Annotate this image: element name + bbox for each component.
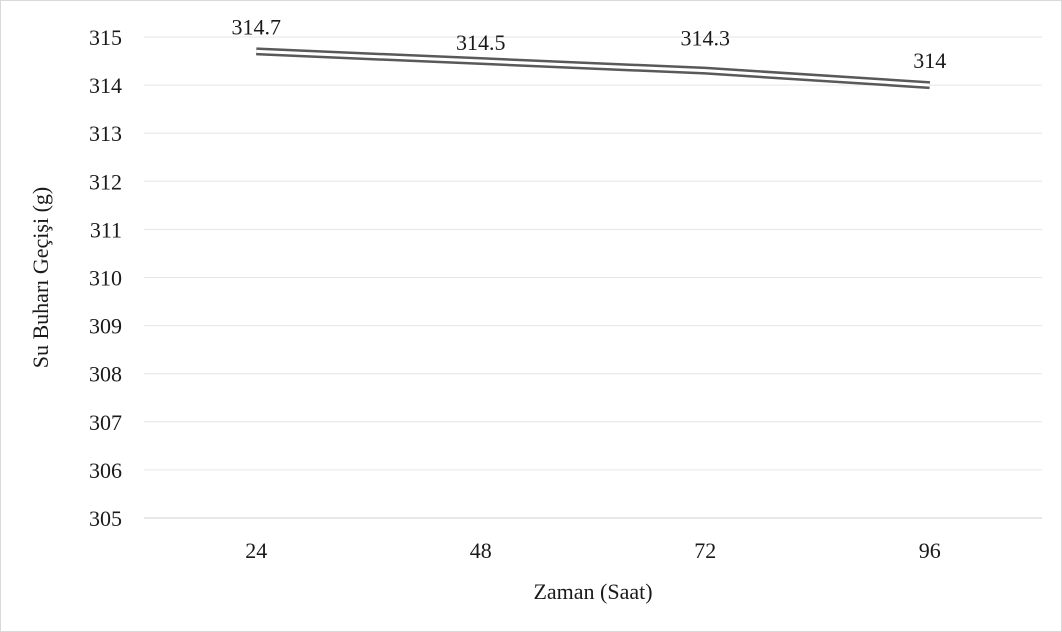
y-tick-label: 313 <box>89 121 122 146</box>
x-axis-title: Zaman (Saat) <box>533 579 652 604</box>
y-tick-label: 305 <box>89 506 122 531</box>
y-tick-label: 312 <box>89 169 122 194</box>
x-tick-label: 96 <box>919 538 941 563</box>
gridlines <box>144 36 1042 471</box>
y-tick-label: 307 <box>89 410 122 435</box>
y-tick-label: 310 <box>89 266 122 291</box>
y-axis-title: Su Buharı Geçişi (g) <box>28 187 53 368</box>
data-label: 314 <box>913 48 946 73</box>
x-tick-label: 72 <box>694 538 716 563</box>
y-tick-labels: 305 306 307 308 309 310 311 312 313 314 315 <box>89 25 122 531</box>
x-tick-label: 48 <box>470 538 492 563</box>
data-labels: 314.7 314.5 314.3 314 <box>232 14 947 73</box>
y-tick-label: 311 <box>90 217 122 242</box>
x-tick-labels: 24 48 72 96 <box>245 538 941 563</box>
x-tick-label: 24 <box>245 538 267 563</box>
series-line-inner <box>256 49 930 87</box>
data-label: 314.3 <box>681 26 731 51</box>
y-tick-label: 306 <box>89 458 122 483</box>
y-tick-label: 314 <box>89 73 122 98</box>
y-tick-label: 315 <box>89 25 122 50</box>
y-tick-label: 309 <box>89 314 122 339</box>
data-label: 314.5 <box>456 30 506 55</box>
series-lines <box>256 47 931 90</box>
data-label: 314.7 <box>232 14 282 39</box>
y-tick-label: 308 <box>89 362 122 387</box>
